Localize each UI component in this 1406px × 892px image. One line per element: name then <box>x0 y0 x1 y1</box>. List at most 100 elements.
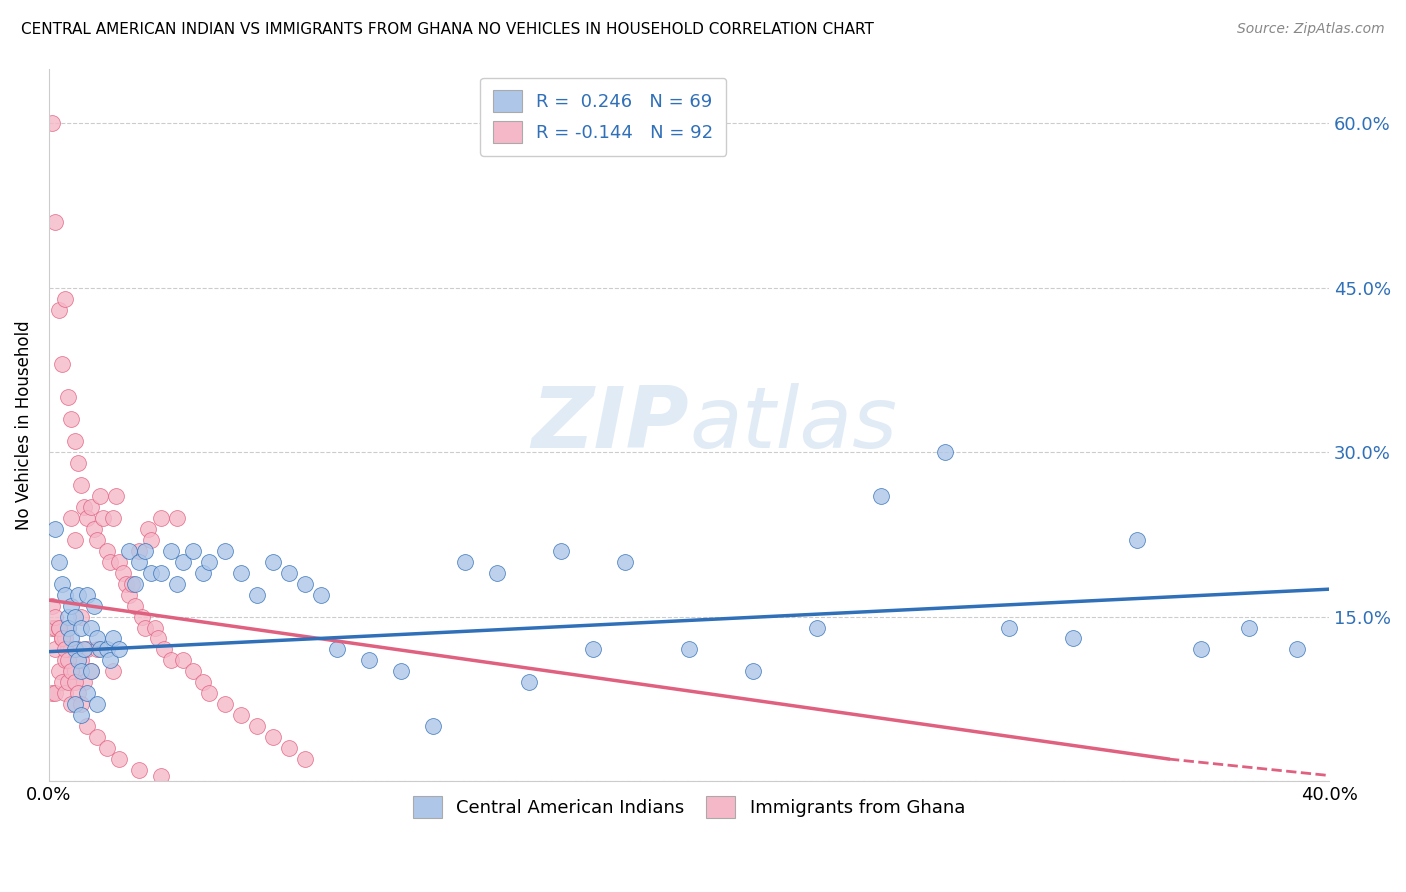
Point <box>66 686 89 700</box>
Point <box>79 665 101 679</box>
Point <box>191 566 214 580</box>
Point <box>63 609 86 624</box>
Point <box>454 555 477 569</box>
Point <box>128 763 150 777</box>
Point <box>48 665 70 679</box>
Point <box>134 621 156 635</box>
Point <box>108 555 131 569</box>
Point <box>44 609 66 624</box>
Point <box>60 632 83 646</box>
Point <box>166 576 188 591</box>
Point <box>44 621 66 635</box>
Point <box>131 609 153 624</box>
Point <box>357 653 380 667</box>
Point <box>60 642 83 657</box>
Point <box>294 752 316 766</box>
Point <box>134 544 156 558</box>
Point <box>309 588 332 602</box>
Point <box>96 544 118 558</box>
Point <box>89 642 111 657</box>
Point <box>60 599 83 613</box>
Point <box>111 566 134 580</box>
Point <box>66 456 89 470</box>
Point <box>56 653 79 667</box>
Point <box>48 302 70 317</box>
Point <box>51 632 73 646</box>
Point <box>114 576 136 591</box>
Point <box>1189 642 1212 657</box>
Y-axis label: No Vehicles in Household: No Vehicles in Household <box>15 320 32 530</box>
Point <box>146 632 169 646</box>
Point <box>101 665 124 679</box>
Point <box>70 478 93 492</box>
Point <box>105 489 128 503</box>
Point <box>550 544 572 558</box>
Point <box>66 588 89 602</box>
Point <box>44 686 66 700</box>
Point <box>56 642 79 657</box>
Point <box>124 599 146 613</box>
Point <box>172 653 194 667</box>
Point <box>108 642 131 657</box>
Point <box>246 588 269 602</box>
Point <box>70 653 93 667</box>
Point <box>118 544 141 558</box>
Point <box>389 665 412 679</box>
Point <box>159 544 181 558</box>
Point <box>66 642 89 657</box>
Point <box>83 599 105 613</box>
Point <box>63 533 86 547</box>
Point <box>172 555 194 569</box>
Point <box>214 698 236 712</box>
Point <box>48 555 70 569</box>
Point <box>262 555 284 569</box>
Text: atlas: atlas <box>689 384 897 467</box>
Point <box>101 511 124 525</box>
Point <box>56 390 79 404</box>
Point <box>83 522 105 536</box>
Point <box>1126 533 1149 547</box>
Point <box>41 116 63 130</box>
Point <box>63 665 86 679</box>
Point <box>806 621 828 635</box>
Point <box>517 675 540 690</box>
Point <box>79 621 101 635</box>
Point <box>53 653 76 667</box>
Point <box>742 665 765 679</box>
Point <box>53 632 76 646</box>
Point <box>73 500 96 514</box>
Point <box>44 642 66 657</box>
Point <box>70 621 93 635</box>
Point <box>678 642 700 657</box>
Point <box>79 665 101 679</box>
Point <box>96 741 118 756</box>
Point <box>60 412 83 426</box>
Point <box>294 576 316 591</box>
Point <box>44 215 66 229</box>
Point <box>76 686 98 700</box>
Point <box>149 768 172 782</box>
Point <box>76 588 98 602</box>
Point <box>229 708 252 723</box>
Point <box>141 566 163 580</box>
Point <box>101 632 124 646</box>
Point <box>93 511 115 525</box>
Point <box>53 292 76 306</box>
Point <box>70 708 93 723</box>
Point <box>98 555 121 569</box>
Point <box>582 642 605 657</box>
Point <box>614 555 637 569</box>
Point <box>86 642 108 657</box>
Point <box>56 621 79 635</box>
Point <box>60 665 83 679</box>
Point <box>124 576 146 591</box>
Text: ZIP: ZIP <box>531 384 689 467</box>
Point <box>1237 621 1260 635</box>
Point <box>48 621 70 635</box>
Point <box>60 698 83 712</box>
Point <box>73 642 96 657</box>
Point <box>51 358 73 372</box>
Point <box>198 686 221 700</box>
Point <box>96 642 118 657</box>
Point <box>246 719 269 733</box>
